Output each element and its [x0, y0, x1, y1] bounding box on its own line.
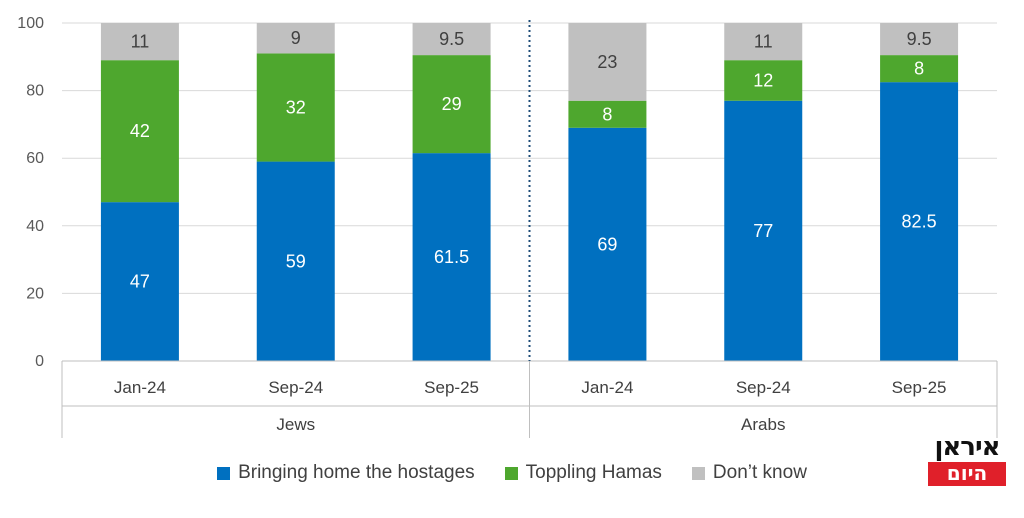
data-label: 29 [442, 94, 462, 114]
data-label: 9.5 [907, 29, 932, 49]
data-label: 11 [754, 32, 773, 52]
bar-segment [412, 55, 491, 154]
bar-segment [568, 100, 647, 128]
legend-swatch [691, 466, 705, 480]
bar-segment [256, 53, 335, 162]
legend-label: Bringing home the hostages [238, 462, 475, 483]
legend-label: Toppling Hamas [525, 462, 662, 483]
logo-line-1: איראן [934, 432, 1000, 462]
legend-item: Toppling Hamas [504, 462, 662, 484]
data-label: 23 [597, 52, 617, 72]
x-category-label: Sep-24 [736, 378, 791, 397]
group-label: Arabs [741, 415, 785, 434]
bar-segment [880, 82, 959, 362]
bar-segment [100, 23, 179, 61]
bar-segment [880, 23, 959, 56]
bar-segment [100, 202, 179, 361]
y-tick-label: 20 [26, 285, 44, 302]
y-tick-label: 40 [26, 218, 44, 235]
y-tick-label: 60 [26, 150, 44, 167]
bar-segment [100, 60, 179, 203]
stacked-bar-chart: 0 20 40 60 80 100 47 42 11 Jan-24 59 32 9 Sep-24 61.5 2… [17, 15, 998, 438]
bar-segment [412, 153, 491, 361]
data-label: 42 [130, 121, 150, 141]
x-category-label: Sep-24 [268, 378, 323, 397]
data-label: 47 [130, 272, 150, 292]
data-label: 8 [914, 59, 924, 79]
y-tick-label: 100 [17, 15, 44, 32]
data-label: 69 [597, 234, 617, 254]
bar-segment [880, 55, 959, 83]
legend-swatch [217, 466, 231, 480]
legend: Bringing home the hostages Toppling Hamas… [0, 462, 1024, 484]
legend-swatch [504, 466, 518, 480]
legend-item: Don’t know [691, 462, 807, 484]
data-label: 82.5 [902, 212, 937, 232]
bar-segment [724, 23, 803, 61]
bar-segment [724, 100, 803, 362]
y-tick-label: 80 [26, 83, 44, 100]
x-category-label: Jan-24 [114, 378, 166, 397]
data-label: 12 [753, 70, 773, 90]
data-label: 59 [286, 251, 306, 271]
x-category-label: Sep-25 [424, 378, 479, 397]
data-label: 61.5 [434, 247, 469, 267]
group-label: Jews [276, 415, 315, 434]
x-category-label: Jan-24 [581, 378, 633, 397]
data-label: 11 [131, 32, 150, 52]
bar-segment [724, 60, 803, 101]
data-label: 77 [753, 221, 773, 241]
legend-item: Bringing home the hostages [217, 462, 475, 484]
logo-line-2: היום [928, 462, 1006, 486]
x-category-label: Sep-25 [892, 378, 947, 397]
iran-today-logo: איראן היום [928, 434, 1006, 486]
y-tick-label: 0 [35, 353, 44, 370]
data-label: 8 [602, 104, 612, 124]
data-label: 9.5 [439, 29, 464, 49]
legend-label: Don’t know [712, 462, 807, 483]
bar-segment [568, 127, 647, 361]
bar-segment [568, 23, 647, 101]
bar-segment [256, 161, 335, 361]
data-label: 9 [291, 28, 301, 48]
bar-segment [412, 23, 491, 56]
bar-segment [256, 23, 335, 54]
data-label: 32 [286, 98, 306, 118]
